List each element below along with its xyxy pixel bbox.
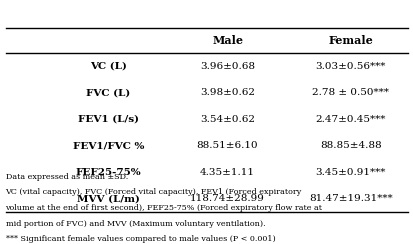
Text: 3.54±0.62: 3.54±0.62 bbox=[199, 115, 254, 124]
Text: 118.74±28.99: 118.74±28.99 bbox=[190, 194, 264, 203]
Text: Female: Female bbox=[328, 35, 373, 46]
Text: 2.47±0.45***: 2.47±0.45*** bbox=[315, 115, 385, 124]
Text: 81.47±19.31***: 81.47±19.31*** bbox=[309, 194, 392, 203]
Text: 3.03±0.56***: 3.03±0.56*** bbox=[315, 62, 385, 71]
Text: 88.51±6.10: 88.51±6.10 bbox=[196, 141, 258, 150]
Text: 3.96±0.68: 3.96±0.68 bbox=[199, 62, 254, 71]
Text: 3.45±0.91***: 3.45±0.91*** bbox=[315, 168, 385, 177]
Text: 2.78 ± 0.50***: 2.78 ± 0.50*** bbox=[312, 88, 388, 97]
Text: VC (L): VC (L) bbox=[90, 62, 126, 71]
Text: FEV1 (L/s): FEV1 (L/s) bbox=[78, 115, 138, 124]
Text: VC (vital capacity), FVC (Forced vital capacity), FEV1 (Forced expiratory: VC (vital capacity), FVC (Forced vital c… bbox=[5, 188, 301, 196]
Text: *** Significant female values compared to male values (P < 0.001): *** Significant female values compared t… bbox=[5, 235, 275, 243]
Text: 3.98±0.62: 3.98±0.62 bbox=[199, 88, 254, 97]
Text: mid portion of FVC) and MVV (Maximum voluntary ventilation).: mid portion of FVC) and MVV (Maximum vol… bbox=[5, 220, 264, 228]
Text: FVC (L): FVC (L) bbox=[86, 88, 130, 97]
Text: 4.35±1.11: 4.35±1.11 bbox=[199, 168, 254, 177]
Text: MVV (L/m): MVV (L/m) bbox=[77, 194, 140, 203]
Text: Male: Male bbox=[211, 35, 242, 46]
Text: 88.85±4.88: 88.85±4.88 bbox=[319, 141, 381, 150]
Text: Data expressed as mean ±SD.: Data expressed as mean ±SD. bbox=[5, 173, 128, 181]
Text: FEF25-75%: FEF25-75% bbox=[75, 168, 141, 177]
Text: volume at the end of first second), FEF25-75% (Forced expiratory flow rate at: volume at the end of first second), FEF2… bbox=[5, 204, 322, 212]
Text: FEV1/FVC %: FEV1/FVC % bbox=[72, 141, 144, 150]
